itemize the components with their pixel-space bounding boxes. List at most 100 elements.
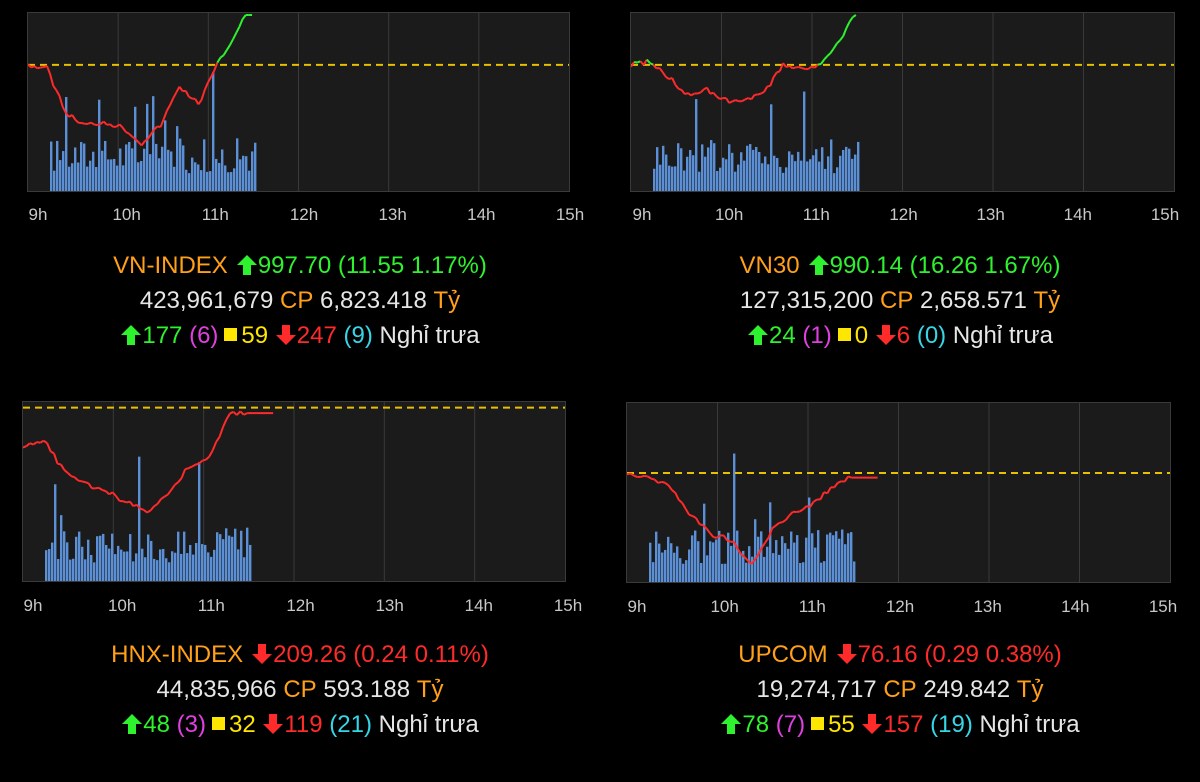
volume-bar (234, 528, 237, 581)
volume-bar (703, 503, 706, 582)
volume-bar (796, 535, 799, 582)
up-arrow-icon (121, 710, 143, 734)
volume-bar (239, 159, 242, 191)
volume-bar (857, 141, 860, 191)
price-line-segment (678, 499, 683, 504)
price-line-segment (129, 501, 135, 507)
price-line-segment (757, 92, 762, 96)
price-line-segment (725, 97, 731, 104)
volume-bar (776, 157, 779, 191)
volume-bar (186, 553, 189, 581)
price-line-segment (778, 62, 784, 72)
vn30-advances: 24 (769, 322, 796, 349)
volume-bar (216, 532, 219, 581)
volume-bar (734, 171, 737, 191)
price-line-segment (232, 32, 238, 40)
price-line-segment (111, 491, 117, 497)
upcom-chart-svg (627, 403, 1170, 582)
time-tick-label: 12h (889, 205, 918, 224)
volume-bar (90, 555, 93, 581)
volume-bar (141, 548, 144, 581)
price-line-segment (239, 410, 245, 416)
upcom-cp-label: CP (883, 676, 917, 703)
vnindex-chart[interactable] (27, 12, 570, 192)
volume-bar (122, 165, 125, 191)
hnxindex-session: Nghỉ trưa (378, 711, 479, 738)
upcom-name: UPCOM (738, 641, 828, 668)
price-line-segment (776, 70, 781, 74)
vn30-volume-line: 127,315,200 CP 2,658.571 Tỷ (600, 283, 1200, 319)
volume-bar (201, 544, 204, 581)
volume-bar (689, 150, 692, 191)
price-line-segment (836, 39, 841, 45)
volume-bar (728, 144, 731, 191)
price-line-segment (697, 91, 701, 95)
volume-bar (788, 151, 791, 191)
volume-bar (673, 552, 676, 582)
volume-bar (698, 171, 701, 191)
price-line-segment (49, 73, 55, 87)
price-line-segment (122, 500, 127, 504)
volume-bar (204, 544, 207, 581)
down-arrow-icon (275, 321, 297, 345)
vnindex-chart-svg (28, 13, 569, 191)
price-line-segment (778, 521, 783, 524)
vn30-volume: 127,315,200 (739, 287, 874, 314)
price-line-segment (97, 123, 101, 127)
vnindex-change: (11.55 1.17%) (337, 252, 487, 279)
volume-bar (800, 160, 803, 191)
volume-bar (45, 550, 48, 581)
price-line-segment (652, 64, 658, 69)
volume-bar (195, 543, 198, 581)
volume-bar (767, 164, 770, 191)
volume-bar (737, 164, 740, 191)
price-line-segment (229, 38, 235, 46)
price-line-segment (218, 426, 224, 438)
volume-bar (802, 562, 805, 582)
volume-bar (853, 561, 856, 582)
price-line-segment (143, 509, 148, 514)
vnindex-volume: 423,961,679 (139, 287, 274, 314)
price-line-segment (99, 120, 105, 125)
price-line-segment (74, 476, 79, 482)
volume-bar (159, 549, 162, 581)
volume-bar (757, 536, 760, 582)
hnxindex-panel: 9h 10h 11h 12h 13h 14h 15h HNX-INDEX 209.26 (0.… (0, 391, 600, 782)
price-line-segment (678, 87, 683, 91)
price-line-segment (736, 548, 742, 555)
vnindex-floor: (9) (343, 322, 373, 349)
price-line-segment (60, 463, 66, 471)
volume-bar (685, 560, 688, 582)
vn30-unchanged: 0 (854, 322, 869, 349)
price-line-segment (30, 65, 35, 69)
time-tick-label: 13h (378, 205, 407, 224)
price-line-segment (205, 455, 210, 461)
upcom-chart[interactable] (626, 402, 1171, 583)
upcom-volume-line: 19,274,717 CP 249.842 Tỷ (600, 672, 1200, 708)
volume-bar (761, 163, 764, 191)
upcom-floor: (19) (930, 711, 973, 738)
volume-bar (194, 162, 197, 191)
hnxindex-chart[interactable] (22, 401, 566, 582)
volume-bar (207, 552, 210, 581)
vn30-name: VN30 (739, 252, 800, 279)
volume-bar (158, 158, 161, 191)
volume-bar (150, 540, 153, 581)
price-line-segment (81, 122, 86, 125)
price-line-segment (32, 441, 38, 446)
price-line-segment (843, 475, 849, 483)
price-line-segment (658, 67, 664, 73)
vnindex-ceiling: (6) (189, 322, 219, 349)
price-line-segment (811, 65, 816, 69)
time-tick-label: 15h (1148, 597, 1178, 616)
vn30-chart[interactable] (630, 12, 1175, 192)
price-line-segment (769, 76, 775, 87)
volume-bar (167, 149, 170, 191)
price-line-segment (39, 439, 45, 444)
volume-bar (731, 152, 734, 191)
price-line-segment (128, 132, 133, 138)
volume-bar (89, 160, 92, 191)
volume-bar (763, 556, 766, 582)
volume-bar (246, 527, 249, 581)
price-line-segment (63, 469, 69, 474)
